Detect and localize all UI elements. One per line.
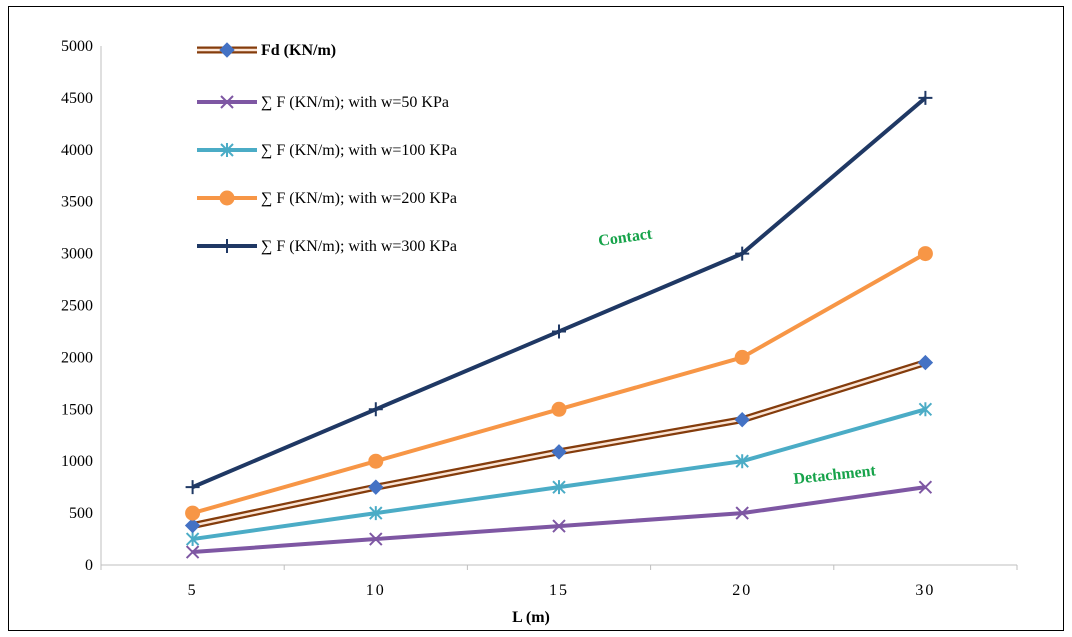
x-axis-ticks: 5 10 15 20 30 xyxy=(100,565,1018,599)
series-line xyxy=(192,485,926,555)
data-point xyxy=(734,349,750,365)
legend-label: ∑ F (KN/m); with w=50 KPa xyxy=(261,94,449,111)
x-tick-label: 10 xyxy=(366,582,386,599)
x-tick-label: 20 xyxy=(732,582,752,599)
legend-marker xyxy=(220,239,234,253)
data-point xyxy=(184,517,201,534)
legend-item: Fd (KN/m) xyxy=(197,42,336,59)
data-point xyxy=(918,90,933,105)
legend-label: ∑ F (KN/m); with w=200 KPa xyxy=(261,190,457,207)
data-point xyxy=(917,246,933,262)
data-point xyxy=(185,480,200,495)
data-point xyxy=(369,532,383,546)
legend-item: ∑ F (KN/m); with w=200 KPa xyxy=(197,190,457,207)
data-point xyxy=(552,324,566,339)
series-2 xyxy=(185,402,933,547)
series-layer xyxy=(184,90,934,559)
legend-item: ∑ F (KN/m); with w=50 KPa xyxy=(197,94,449,111)
x-tick-label: 15 xyxy=(549,582,569,599)
chart-frame: 0 500 1000 1500 2000 2500 3000 3500 4000 4500 5000… xyxy=(8,6,1064,631)
legend-marker xyxy=(220,143,234,157)
annotation-detachment: Detachment xyxy=(793,462,878,488)
series-0 xyxy=(184,354,934,534)
annotation-contact: Contact xyxy=(597,225,654,249)
x-axis-label: L (m) xyxy=(512,609,550,626)
legend-label: ∑ F (KN/m); with w=300 KPa xyxy=(261,238,457,255)
y-tick-label: 3500 xyxy=(61,194,93,211)
data-point xyxy=(185,532,200,547)
legend-marker xyxy=(219,190,235,206)
data-point xyxy=(734,411,750,428)
data-point xyxy=(368,402,383,417)
line-chart: 0 500 1000 1500 2000 2500 3000 3500 4000 4500 5000… xyxy=(61,38,1018,626)
data-point xyxy=(551,444,567,460)
data-point xyxy=(368,453,384,469)
series-3 xyxy=(185,246,933,521)
series-1 xyxy=(185,480,933,559)
data-point xyxy=(918,402,933,417)
data-point xyxy=(552,480,566,495)
y-tick-label: 5000 xyxy=(61,38,93,55)
data-point xyxy=(735,454,749,469)
y-tick-label: 3000 xyxy=(61,246,93,263)
legend-label: Fd (KN/m) xyxy=(261,42,336,59)
y-tick-label: 2000 xyxy=(61,349,93,366)
legend-marker xyxy=(219,42,235,58)
legend-item: ∑ F (KN/m); with w=300 KPa xyxy=(197,238,457,255)
legend-item: ∑ F (KN/m); with w=100 KPa xyxy=(197,142,457,159)
y-tick-label: 0 xyxy=(85,557,93,574)
data-point xyxy=(552,519,566,533)
y-tick-label: 4500 xyxy=(61,90,93,107)
legend-marker xyxy=(220,95,234,109)
y-axis-ticks: 0 500 1000 1500 2000 2500 3000 3500 4000 4500 5000 xyxy=(61,38,93,574)
data-point xyxy=(368,479,384,495)
y-tick-label: 4000 xyxy=(61,142,93,159)
y-tick-label: 1000 xyxy=(61,453,93,470)
x-tick-label: 5 xyxy=(188,582,198,599)
data-point xyxy=(735,246,750,261)
data-point xyxy=(551,401,567,417)
data-point xyxy=(735,506,749,520)
data-point xyxy=(185,545,200,559)
y-tick-label: 2500 xyxy=(61,298,93,315)
data-point xyxy=(185,505,201,521)
series-4 xyxy=(185,90,933,495)
data-point xyxy=(369,506,383,521)
data-point xyxy=(918,480,933,494)
x-tick-label: 30 xyxy=(915,582,935,599)
axes xyxy=(100,46,1017,566)
y-tick-label: 1500 xyxy=(61,401,93,418)
legend: Fd (KN/m) ∑ F (KN/m); with w=50 KPa ∑ F (K… xyxy=(197,42,457,255)
legend-label: ∑ F (KN/m); with w=100 KPa xyxy=(261,142,457,159)
y-tick-label: 500 xyxy=(69,505,93,522)
data-point xyxy=(917,354,934,371)
